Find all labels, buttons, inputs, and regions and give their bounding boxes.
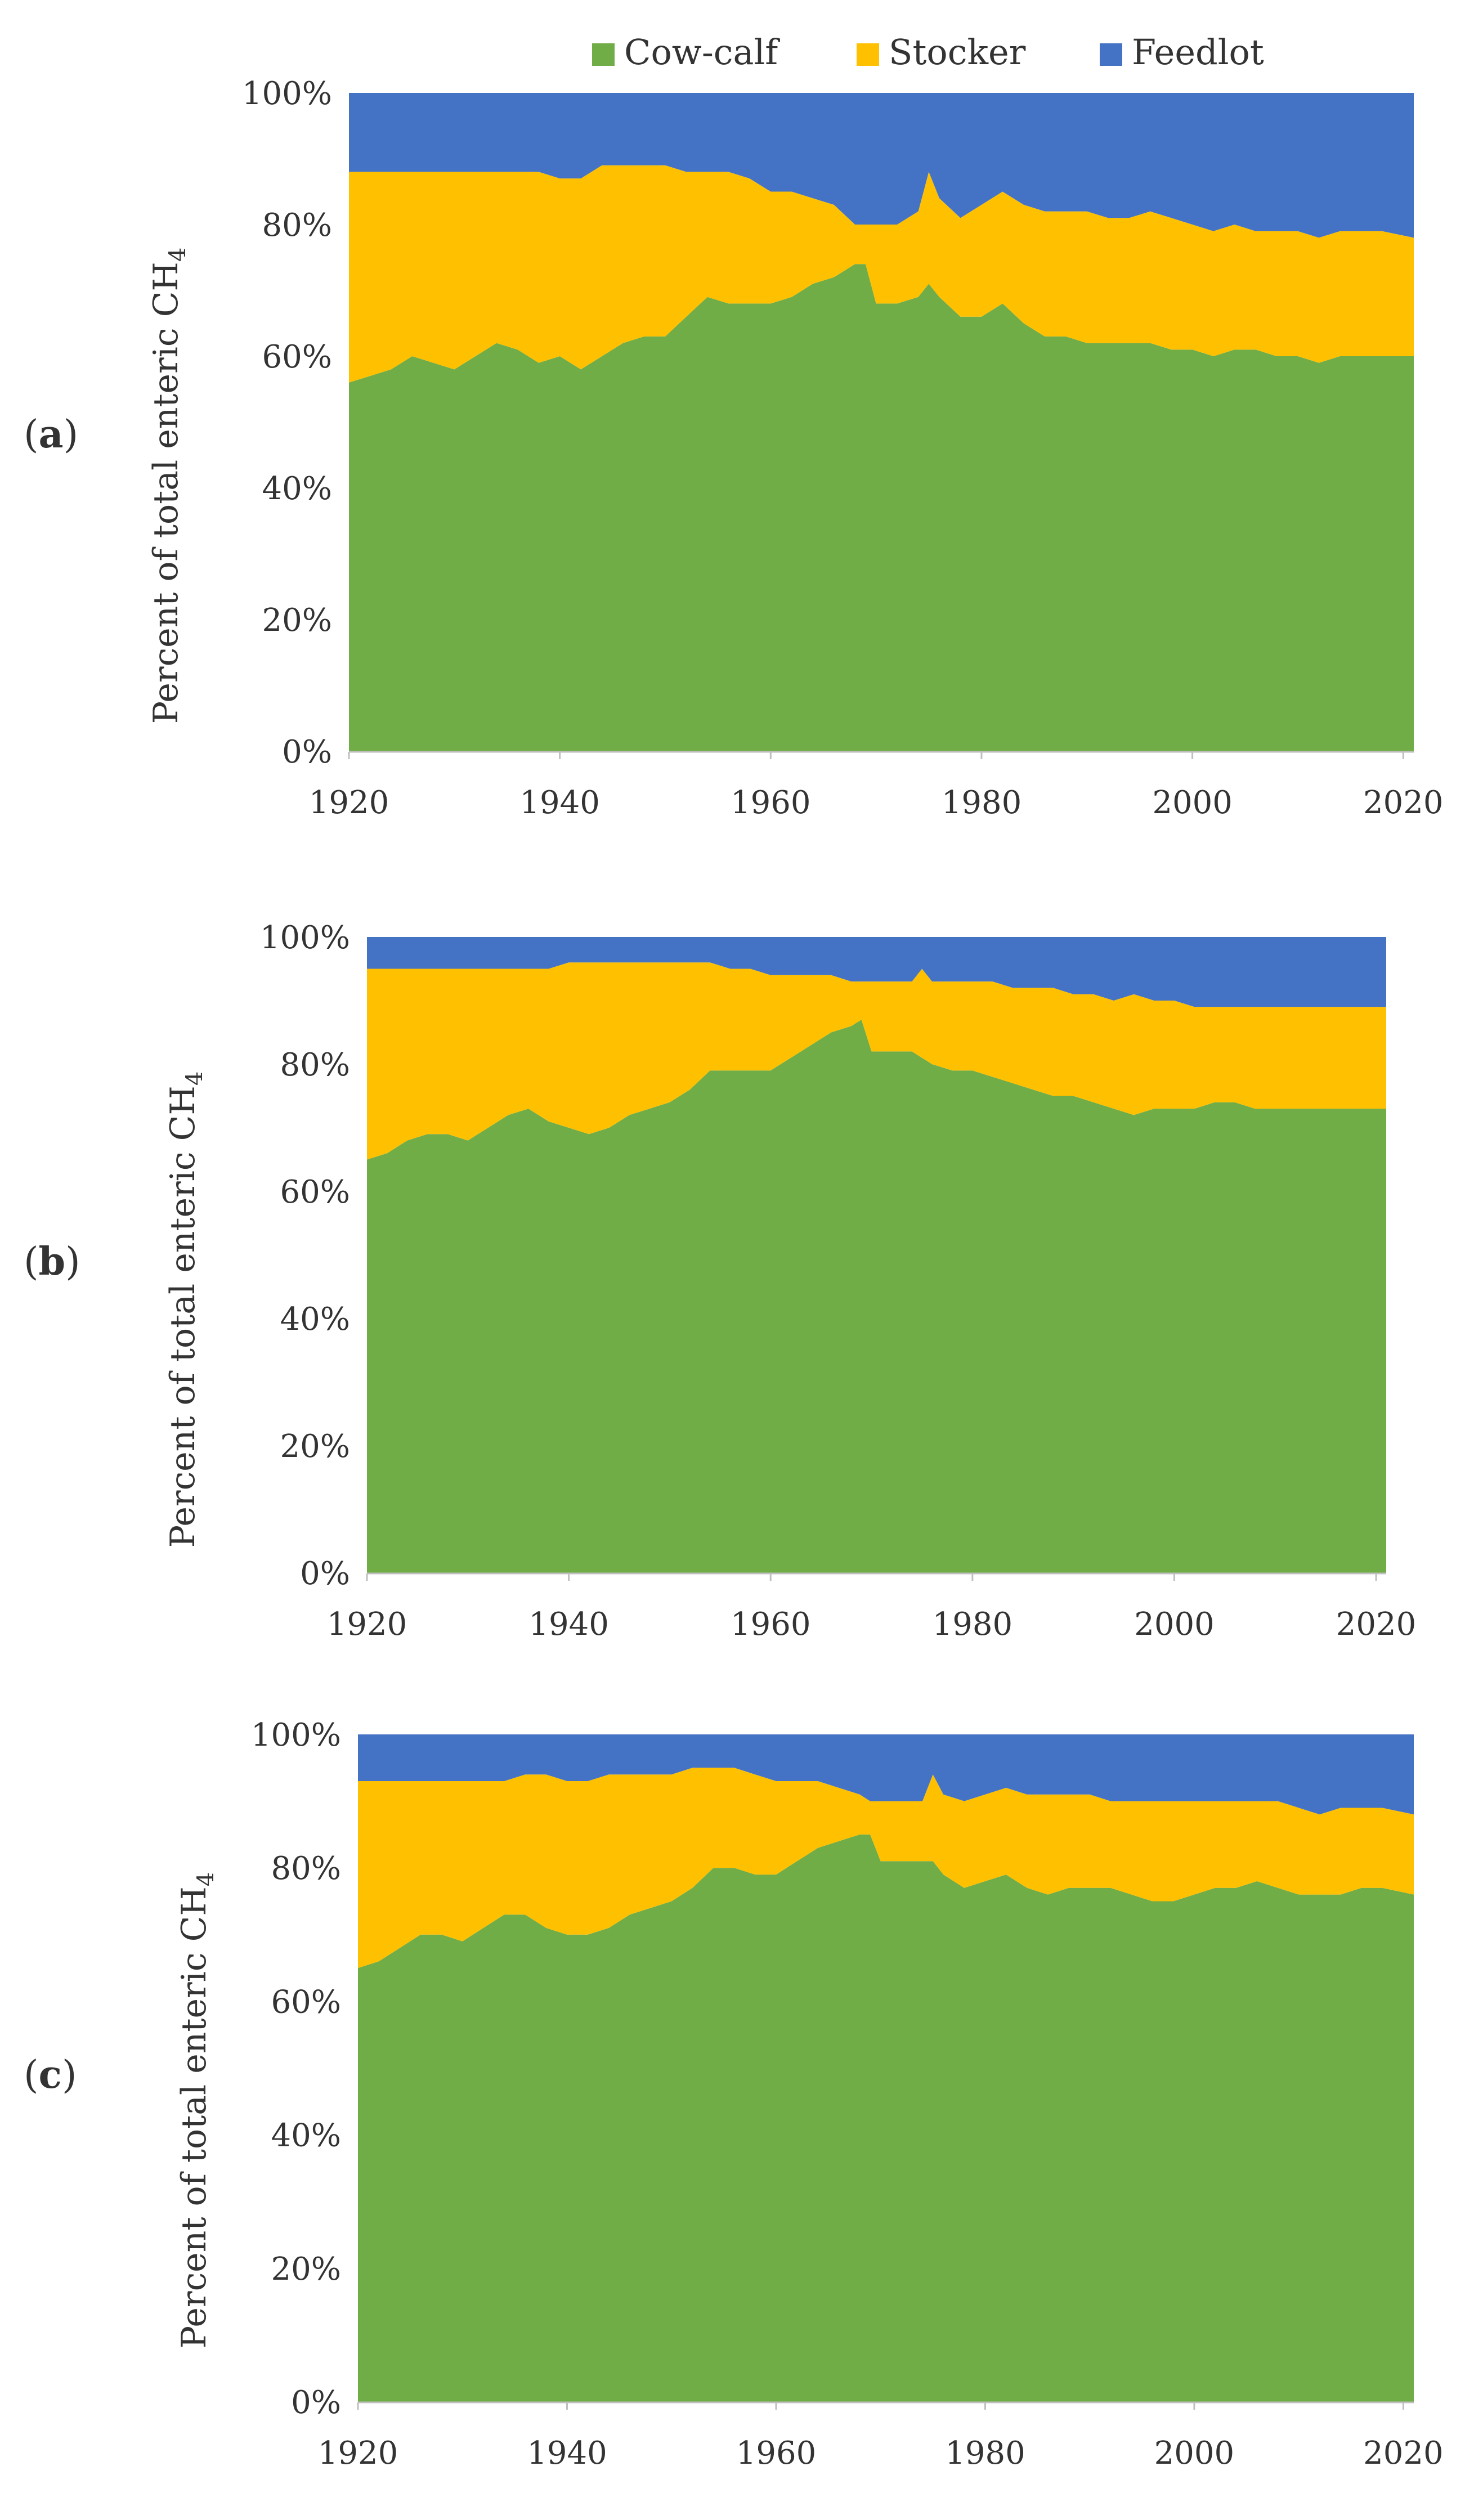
area-stocker-c <box>358 1768 1414 1969</box>
x-tick-label-c: 1960 <box>736 2435 817 2472</box>
y-ticks-c: 0% 20% 40% 60% 80% 100% <box>251 1717 341 2421</box>
y-tick-label-c: 80% <box>271 1850 341 1887</box>
y-tick-label-b: 20% <box>280 1428 350 1465</box>
area-feedlot-b <box>367 937 1386 1007</box>
x-tick-label-c: 2000 <box>1154 2435 1235 2472</box>
x-tick-label-a: 1960 <box>731 784 811 821</box>
y-axis-label-b: Percent of total enteric CH4 <box>163 1071 208 1548</box>
y-axis-label-c-main: Percent of total enteric CH <box>174 1886 214 2348</box>
area-feedlot-c <box>358 1734 1414 1815</box>
y-axis-label-a-sub: 4 <box>165 248 191 262</box>
x-tick-label-b: 1960 <box>731 1606 811 1643</box>
panel-letter-c-text: c <box>39 2052 62 2097</box>
area-cow-calf-b <box>367 1019 1386 1573</box>
panel-letter-c: (c) <box>24 2052 77 2097</box>
x-tick-label-a: 1940 <box>519 784 600 821</box>
area-cow-calf-a <box>349 264 1414 751</box>
y-tick-label-c: 100% <box>251 1717 341 1754</box>
x-tick-label-a: 2020 <box>1363 784 1444 821</box>
y-tick-label-a: 40% <box>262 470 332 507</box>
y-tick-label-a: 20% <box>262 602 332 639</box>
y-tick-label-b: 80% <box>280 1047 350 1083</box>
x-tick-label-a: 1980 <box>942 784 1022 821</box>
x-tick-label-a: 2000 <box>1152 784 1233 821</box>
x-tick-label-c: 1920 <box>318 2435 398 2472</box>
y-tick-label-a: 80% <box>262 207 332 244</box>
y-axis-label-c: Percent of total enteric CH4 <box>174 1872 219 2349</box>
area-feedlot-a <box>349 93 1414 238</box>
y-tick-label-a: 100% <box>242 75 332 112</box>
x-tick-label-b: 1920 <box>327 1606 407 1643</box>
y-tick-label-b: 40% <box>280 1301 350 1338</box>
y-tick-label-b: 0% <box>300 1555 350 1592</box>
y-axis-label-a: Percent of total enteric CH4 <box>146 248 191 724</box>
x-ticks-a: 1920 1940 1960 1980 2000 2020 <box>309 752 1444 821</box>
y-ticks-a: 0% 20% 40% 60% 80% 100% <box>242 75 332 770</box>
y-tick-label-c: 20% <box>271 2251 341 2288</box>
area-stocker-b <box>367 962 1386 1160</box>
y-axis-label-a-main: Percent of total enteric CH <box>146 262 186 724</box>
y-tick-label-a: 60% <box>262 339 332 375</box>
x-tick-label-b: 2020 <box>1336 1606 1417 1643</box>
y-tick-label-c: 0% <box>291 2384 341 2421</box>
panel-letter-b-text: b <box>39 1239 66 1284</box>
y-tick-label-c: 60% <box>271 1984 341 2020</box>
chart-panel-a: (a) Percent of total enteric CH4 0%20%40… <box>24 75 1444 821</box>
plot-area-b <box>367 937 1386 1575</box>
x-tick-label-c: 1940 <box>527 2435 607 2472</box>
x-tick-label-b: 2000 <box>1134 1606 1215 1643</box>
legend-swatch-stocker <box>857 43 879 66</box>
y-ticks-b: 0% 20% 40% 60% 80% 100% <box>260 920 350 1592</box>
legend: Cow-calf Stocker Feedlot <box>592 32 1264 73</box>
chart-panel-b: (b) Percent of total enteric CH4 0%20%40… <box>24 920 1416 1643</box>
panel-letter-b: (b) <box>24 1239 80 1284</box>
area-cow-calf-c <box>358 1834 1414 2402</box>
y-tick-label-b: 60% <box>280 1174 350 1210</box>
legend-label-feedlot: Feedlot <box>1132 32 1264 73</box>
chart-panel-c: (c) Percent of total enteric CH4 0%20%40… <box>24 1717 1444 2472</box>
x-tick-label-a: 1920 <box>309 784 389 821</box>
panel-letter-a: (a) <box>24 412 78 457</box>
legend-label-cow-calf: Cow-calf <box>624 32 780 73</box>
x-tick-label-b: 1980 <box>933 1606 1013 1643</box>
y-axis-label-b-main: Percent of total enteric CH <box>163 1086 203 1548</box>
plot-area-a <box>349 93 1414 753</box>
area-stocker-a <box>349 165 1414 383</box>
x-tick-label-b: 1940 <box>528 1606 609 1643</box>
legend-label-stocker: Stocker <box>889 32 1026 73</box>
panel-letter-a-text: a <box>39 412 64 457</box>
y-tick-label-b: 100% <box>260 920 350 956</box>
x-ticks-c: 1920 1940 1960 1980 2000 2020 <box>318 2402 1444 2472</box>
legend-swatch-feedlot <box>1100 43 1122 66</box>
y-axis-label-b-sub: 4 <box>182 1071 208 1086</box>
y-tick-label-c: 40% <box>271 2118 341 2154</box>
x-ticks-b: 1920 1940 1960 1980 2000 2020 <box>327 1573 1417 1643</box>
x-tick-label-c: 1980 <box>945 2435 1025 2472</box>
y-axis-label-c-sub: 4 <box>193 1872 219 1886</box>
legend-swatch-cow-calf <box>592 43 615 66</box>
x-tick-label-c: 2020 <box>1363 2435 1444 2472</box>
y-tick-label-a: 0% <box>282 734 332 770</box>
plot-area-c <box>358 1734 1414 2404</box>
